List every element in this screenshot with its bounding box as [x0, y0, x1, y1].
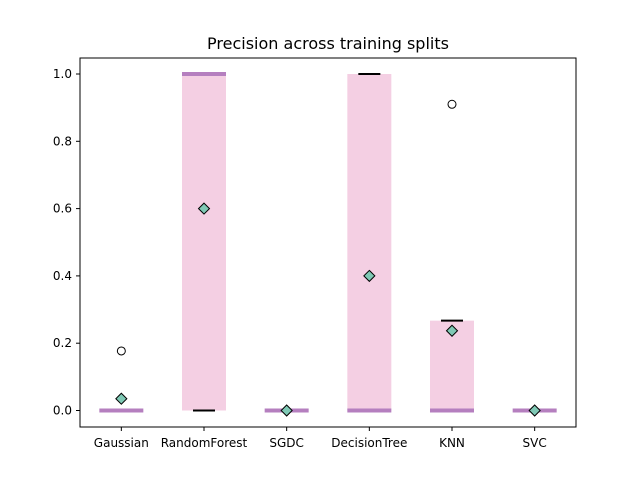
y-tick-label: 0.8 [53, 134, 72, 148]
plot-area [99, 72, 557, 417]
mean-marker [445, 324, 459, 337]
y-tick-label: 0.6 [53, 202, 72, 216]
x-tick-label: RandomForest [161, 436, 248, 450]
axes-frame [79, 57, 577, 428]
x-tick-label: KNN [439, 436, 465, 450]
x-tick-label: SVC [523, 436, 547, 450]
x-tick-label: SGDC [269, 436, 304, 450]
axes: 0.0 0.2 0.4 0.6 0.8 1.0 Gaussian RandomForest SG… [53, 67, 547, 450]
box-randomforest [182, 72, 226, 412]
y-tick-label: 0.2 [53, 336, 72, 350]
x-tick-label: DecisionTree [331, 436, 407, 450]
box-knn [430, 99, 474, 413]
mean-marker [363, 269, 376, 283]
mean-marker [280, 404, 293, 417]
chart-title: Precision across training splits [207, 34, 449, 53]
box-sgdc [264, 404, 309, 417]
box-body [182, 74, 226, 411]
mean-marker [115, 392, 128, 405]
box-body [347, 74, 392, 411]
mean-marker [528, 404, 541, 417]
y-tick-label: 1.0 [53, 67, 72, 81]
outlier-point [116, 346, 126, 356]
x-tick-label: Gaussian [94, 436, 149, 450]
y-tick-label: 0.0 [53, 404, 72, 418]
box-gaussian [99, 346, 144, 413]
mean-marker [197, 202, 211, 215]
outlier-point [447, 99, 457, 109]
box-decisiontree [347, 73, 392, 413]
y-tick-label: 0.4 [53, 269, 72, 283]
box-svc [512, 404, 557, 417]
